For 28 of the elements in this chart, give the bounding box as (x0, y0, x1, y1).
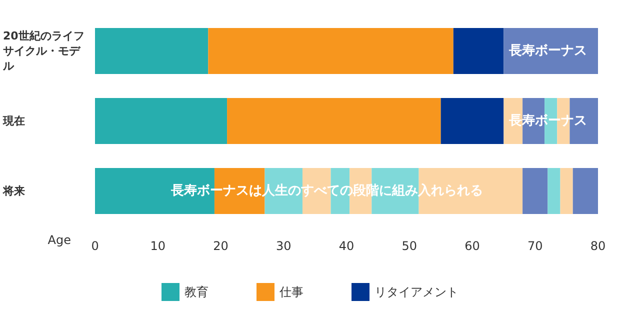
x-tick-label: 40 (338, 239, 354, 253)
y-tick-label: 20世紀のライフサイクル・モデル (2, 30, 84, 72)
y-tick-label: 現在 (2, 114, 25, 128)
x-tick-label: 80 (590, 239, 606, 253)
bar (227, 98, 441, 144)
x-tick-label: 20 (213, 239, 228, 253)
legend-label: 仕事 (278, 285, 304, 299)
x-tick-label: 10 (150, 239, 166, 253)
x-tick-label: 30 (276, 239, 292, 253)
bar (440, 98, 504, 144)
x-tick-label: 70 (527, 239, 543, 253)
bar (208, 28, 454, 74)
y-tick-label: 将来 (2, 184, 25, 198)
x-tick-label: 50 (402, 239, 418, 253)
annotation: 長寿ボーナス (508, 44, 587, 58)
x-tick-label: 0 (91, 239, 99, 253)
legend-label: リタイアメント (374, 285, 458, 299)
bar (522, 168, 548, 214)
bar (95, 28, 208, 74)
legend-label: 教育 (184, 285, 208, 299)
x-tick-label: 60 (464, 239, 480, 253)
x-axis-title: Age (48, 233, 71, 247)
bar (548, 168, 560, 214)
bar (560, 168, 573, 214)
bar (95, 98, 228, 144)
bar (418, 168, 523, 214)
bar (572, 168, 598, 214)
bar (453, 28, 504, 74)
